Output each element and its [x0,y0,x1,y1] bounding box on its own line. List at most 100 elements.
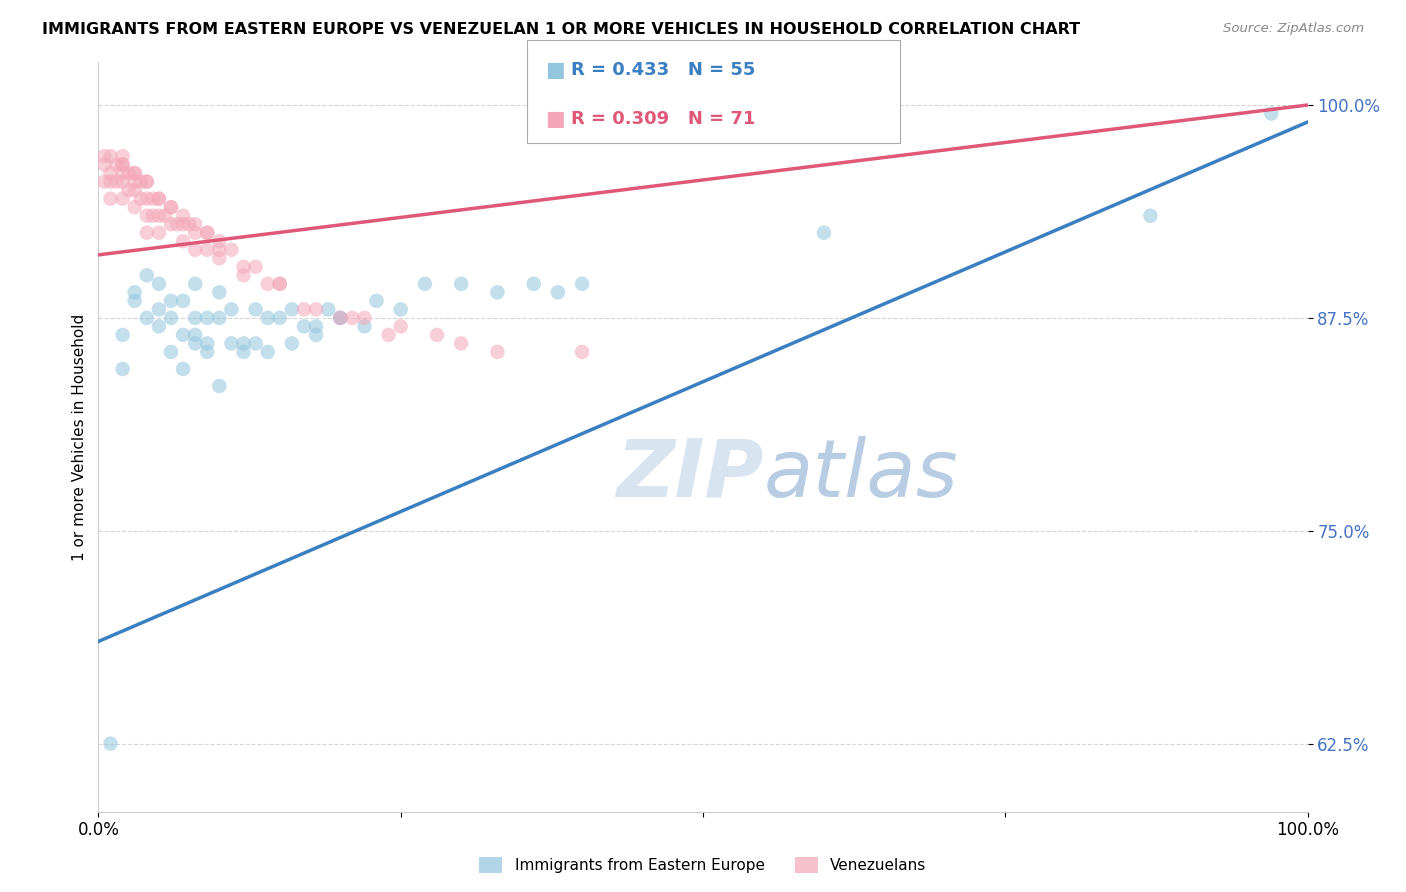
Point [389,319,412,334]
Point [450,277,472,291]
Point [111,166,134,180]
Point [124,183,146,197]
Point [148,192,170,206]
Point [160,217,183,231]
Point [208,310,231,325]
Point [100,192,122,206]
Point [111,158,134,172]
Point [221,243,243,257]
Text: R = 0.309   N = 71: R = 0.309 N = 71 [571,110,755,128]
Point [105,175,128,189]
Point [184,310,207,325]
Point [221,302,243,317]
Text: IMMIGRANTS FROM EASTERN EUROPE VS VENEZUELAN 1 OR MORE VEHICLES IN HOUSEHOLD COR: IMMIGRANTS FROM EASTERN EUROPE VS VENEZU… [42,22,1080,37]
Point [256,277,278,291]
Point [245,336,267,351]
Point [148,209,170,223]
Point [269,310,291,325]
Point [160,345,183,359]
Point [105,158,128,172]
Point [111,149,134,163]
Point [111,158,134,172]
Point [172,362,194,376]
Point [124,166,146,180]
Point [426,327,449,342]
Text: ZIP: ZIP [616,435,763,514]
Point [195,310,218,325]
Point [184,243,207,257]
Point [195,336,218,351]
Point [160,200,183,214]
Point [172,217,194,231]
Point [184,277,207,291]
Point [208,243,231,257]
Point [153,209,176,223]
Point [160,310,183,325]
Point [118,166,141,180]
Point [172,234,194,248]
Point [353,319,375,334]
Point [93,149,115,163]
Text: ■: ■ [546,109,565,128]
Text: R = 0.433   N = 55: R = 0.433 N = 55 [571,61,755,78]
Text: Source: ZipAtlas.com: Source: ZipAtlas.com [1223,22,1364,36]
Point [179,217,201,231]
Point [281,302,304,317]
Point [100,149,122,163]
Point [245,302,267,317]
Point [232,336,254,351]
Point [135,175,157,189]
Point [329,310,352,325]
Point [142,209,165,223]
Point [172,293,194,308]
Point [160,293,183,308]
Point [135,209,157,223]
Point [100,166,122,180]
Point [135,192,157,206]
Point [142,192,165,206]
Point [547,285,569,300]
Point [329,310,352,325]
Point [305,327,328,342]
Point [184,217,207,231]
Point [269,277,291,291]
Point [135,268,157,283]
Point [184,226,207,240]
Point [172,327,194,342]
Point [93,175,115,189]
Point [148,226,170,240]
Point [329,310,352,325]
Point [292,302,315,317]
Point [245,260,267,274]
Point [292,319,315,334]
Point [100,737,122,751]
Point [305,302,328,317]
Point [166,217,188,231]
Point [195,226,218,240]
Point [232,268,254,283]
Point [813,226,835,240]
Point [486,345,509,359]
Point [195,243,218,257]
Point [124,293,146,308]
Point [1260,106,1282,120]
Point [148,319,170,334]
Point [184,327,207,342]
Point [172,209,194,223]
Point [571,345,593,359]
Point [208,234,231,248]
Point [129,175,152,189]
Point [184,336,207,351]
Point [111,327,134,342]
Point [148,302,170,317]
Point [269,277,291,291]
Point [111,362,134,376]
Point [111,175,134,189]
Point [135,310,157,325]
Point [148,192,170,206]
Point [389,302,412,317]
Point [486,285,509,300]
Point [1139,209,1161,223]
Point [160,200,183,214]
Point [316,302,339,317]
